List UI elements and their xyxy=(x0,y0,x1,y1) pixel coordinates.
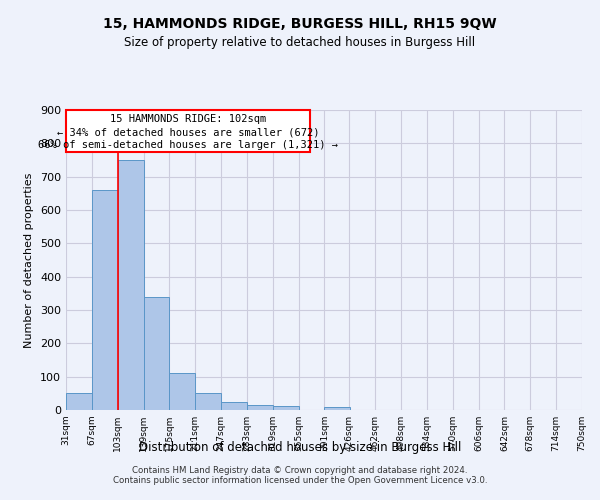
Text: Contains HM Land Registry data © Crown copyright and database right 2024.
Contai: Contains HM Land Registry data © Crown c… xyxy=(113,466,487,485)
Bar xyxy=(66,394,92,410)
Bar xyxy=(325,408,350,410)
Text: ← 34% of detached houses are smaller (672): ← 34% of detached houses are smaller (67… xyxy=(57,128,319,138)
Bar xyxy=(195,394,221,410)
Bar xyxy=(221,402,247,410)
Text: 15 HAMMONDS RIDGE: 102sqm: 15 HAMMONDS RIDGE: 102sqm xyxy=(110,114,266,124)
Y-axis label: Number of detached properties: Number of detached properties xyxy=(25,172,34,348)
Bar xyxy=(169,374,195,410)
Text: 15, HAMMONDS RIDGE, BURGESS HILL, RH15 9QW: 15, HAMMONDS RIDGE, BURGESS HILL, RH15 9… xyxy=(103,18,497,32)
Bar xyxy=(92,190,118,410)
Text: Size of property relative to detached houses in Burgess Hill: Size of property relative to detached ho… xyxy=(124,36,476,49)
Text: 66% of semi-detached houses are larger (1,321) →: 66% of semi-detached houses are larger (… xyxy=(38,140,338,150)
Bar xyxy=(272,406,299,410)
Bar xyxy=(143,296,169,410)
Text: Distribution of detached houses by size in Burgess Hill: Distribution of detached houses by size … xyxy=(139,441,461,454)
Bar xyxy=(118,160,143,410)
FancyBboxPatch shape xyxy=(66,110,310,152)
Bar xyxy=(247,405,272,410)
